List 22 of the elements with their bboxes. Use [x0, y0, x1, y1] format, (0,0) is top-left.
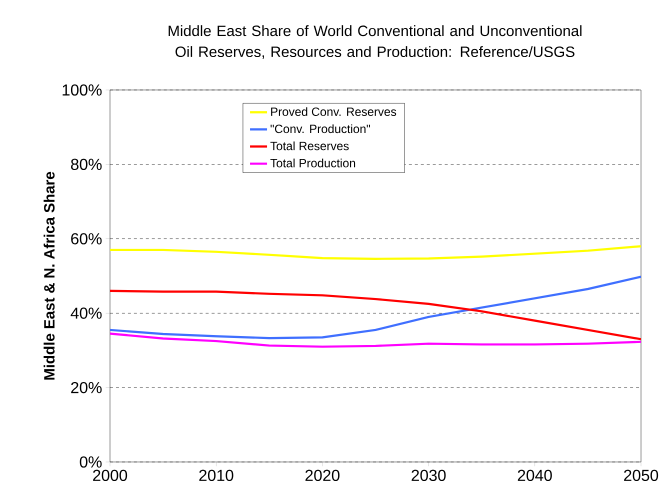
x-tick-label: 2030 — [412, 470, 446, 482]
y-tick-label: 100% — [62, 84, 102, 96]
line-series — [110, 332, 642, 348]
chart-title: Middle East Share of World Conventional and Unconventional Oil Reserves, Resources and Production: Reference/USGS — [168, 25, 582, 59]
y-axis-title: Middle East & N. Africa Share — [44, 172, 55, 380]
x-tick-label: 2050 — [624, 470, 658, 482]
legend-label: Total Production — [270, 158, 356, 168]
legend-label: "Conv. Production" — [270, 124, 370, 134]
y-tick-label: 60% — [71, 233, 102, 244]
y-tick-label: 0% — [80, 456, 102, 468]
legend-label: Total Reserves — [270, 141, 349, 150]
legend-label: Proved Conv. Reserves — [271, 107, 396, 116]
x-tick-label: 2020 — [305, 470, 340, 482]
y-tick-label: 20% — [71, 382, 102, 394]
line-series — [110, 290, 642, 340]
line-series — [110, 245, 642, 260]
x-tick-label: 2000 — [93, 470, 128, 482]
y-tick-label: 80% — [71, 158, 102, 170]
line-series — [110, 276, 642, 340]
x-tick-label: 2040 — [518, 470, 552, 482]
x-tick-label: 2010 — [199, 470, 234, 482]
y-tick-label: 40% — [70, 308, 102, 319]
